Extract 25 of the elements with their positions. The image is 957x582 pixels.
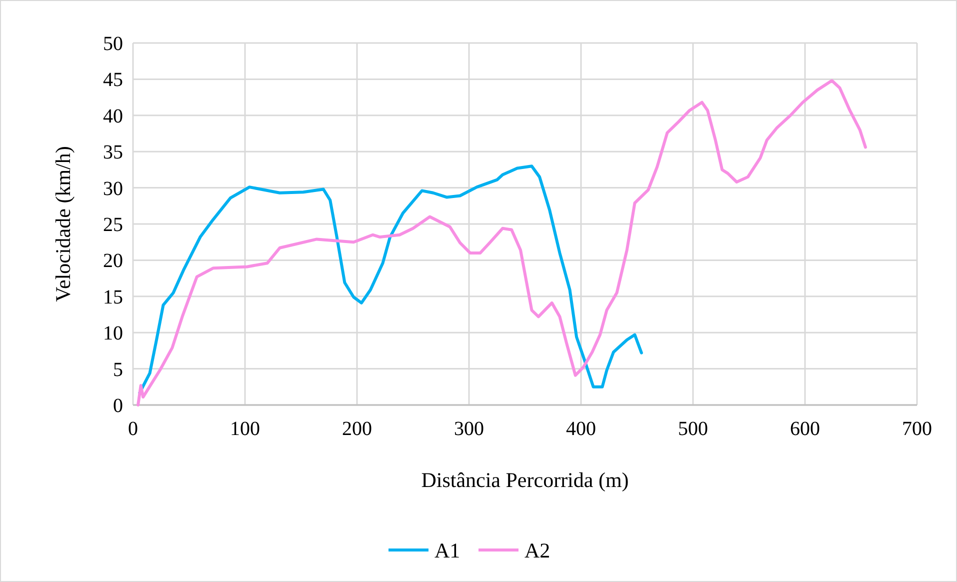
y-tick-label: 40 bbox=[103, 105, 123, 128]
y-tick-label: 25 bbox=[103, 214, 123, 236]
y-tick-label: 45 bbox=[103, 69, 123, 92]
x-tick-label: 200 bbox=[342, 418, 372, 440]
x-tick-label: 700 bbox=[902, 418, 932, 440]
y-tick-label: 5 bbox=[113, 358, 123, 381]
x-tick-label: 100 bbox=[230, 418, 260, 440]
y-axis-title: Velocidade (km/h) bbox=[51, 146, 75, 302]
y-tick-label: 30 bbox=[103, 178, 123, 200]
y-tick-label: 50 bbox=[103, 33, 123, 55]
y-tick-label: 20 bbox=[103, 250, 123, 272]
y-tick-label: 10 bbox=[103, 322, 123, 345]
y-tick-label: 35 bbox=[103, 142, 123, 164]
x-tick-label: 0 bbox=[128, 418, 138, 440]
line-series bbox=[136, 79, 867, 406]
legend-label: A1 bbox=[434, 538, 460, 562]
legend-label: A2 bbox=[524, 538, 550, 562]
x-tick-label: 300 bbox=[454, 418, 484, 440]
line-series bbox=[138, 164, 643, 394]
y-tick-label: 15 bbox=[103, 286, 123, 308]
x-axis-title: Distância Percorrida (m) bbox=[421, 468, 629, 492]
x-tick-label: 400 bbox=[566, 418, 596, 440]
x-tick-label: 600 bbox=[790, 418, 820, 440]
y-tick-label: 0 bbox=[113, 395, 123, 417]
x-tick-label: 500 bbox=[678, 418, 708, 440]
